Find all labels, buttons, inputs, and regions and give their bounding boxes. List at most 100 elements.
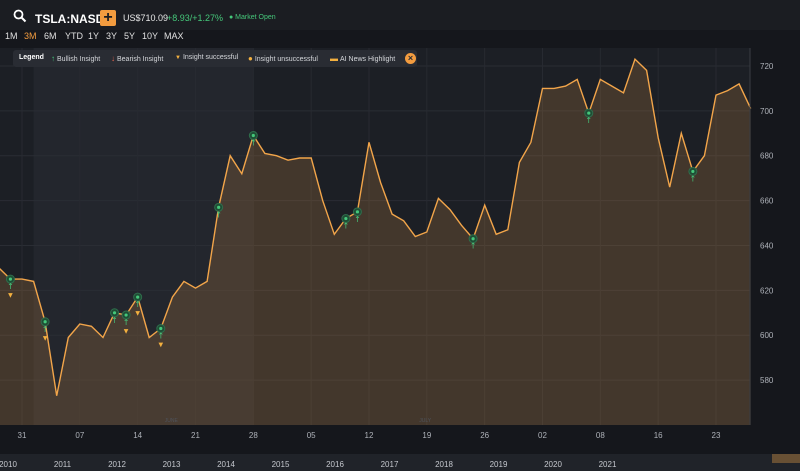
navigator-year-label: 2014: [217, 460, 235, 469]
up-arrow-icon: ↑: [343, 222, 350, 231]
insight-marker[interactable]: ↑: [248, 131, 258, 148]
insight-marker[interactable]: ↑: [341, 214, 351, 231]
insight-marker[interactable]: ↑▼: [133, 292, 143, 317]
trophy-icon: ▼: [124, 328, 129, 335]
range-3m[interactable]: 3M: [24, 31, 37, 41]
up-arrow-icon: ↑: [215, 210, 222, 219]
insight-marker[interactable]: ↑: [468, 234, 478, 251]
navigator-year-label: 2012: [108, 460, 126, 469]
insight-marker[interactable]: ↑▼: [121, 310, 131, 335]
legend-unsuccessful[interactable]: ● Insight unsuccessful: [248, 54, 318, 63]
y-tick-label: 640: [760, 241, 774, 250]
insight-dot-core: [344, 216, 348, 221]
legend-bar: Legend ↑ Bullish Insight ↓ Bearish Insight…: [13, 50, 417, 67]
range-1m[interactable]: 1M: [5, 31, 18, 41]
up-arrow-icon: ↑: [470, 242, 477, 251]
insight-marker[interactable]: ↑▼: [5, 274, 15, 299]
x-tick-label: 23: [712, 431, 721, 440]
up-arrow-icon: ↑: [7, 282, 14, 291]
legend-success[interactable]: ▼ Insight successful: [175, 54, 239, 61]
range-10y[interactable]: 10Y: [142, 31, 159, 41]
y-tick-label: 700: [760, 107, 774, 116]
range-1y[interactable]: 1Y: [88, 31, 100, 41]
range-ytd[interactable]: YTD: [65, 31, 83, 41]
price-value: US$710.09: [123, 13, 169, 23]
navigator-year-label: 2020: [544, 460, 562, 469]
insight-marker[interactable]: ↑▼: [156, 324, 166, 349]
insight-dot-core: [471, 237, 475, 241]
y-tick-label: 720: [760, 62, 774, 71]
close-icon[interactable]: ×: [405, 53, 416, 64]
navigator-year-label: 2017: [381, 460, 399, 469]
legend-bullish[interactable]: ↑ Bullish Insight: [51, 54, 101, 63]
legend-bearish[interactable]: ↓ Bearish Insight: [111, 54, 164, 63]
y-tick-label: 680: [760, 152, 774, 161]
month-label: JUNE: [165, 418, 179, 424]
up-arrow-icon: ↑: [134, 300, 141, 309]
navigator-year-label: 2011: [54, 460, 72, 469]
up-arrow-icon: ↑: [250, 139, 257, 148]
x-tick-label: 08: [596, 431, 605, 440]
insight-dot-core: [251, 133, 255, 138]
navigator-year-label: 2015: [272, 460, 290, 469]
x-tick-label: 19: [422, 431, 431, 440]
x-tick-label: 21: [191, 431, 200, 440]
x-tick-label: 28: [249, 431, 258, 440]
navigator-year-label: 2018: [435, 460, 453, 469]
trophy-icon: ▼: [8, 292, 13, 299]
insight-marker[interactable]: ↑: [352, 207, 362, 224]
market-status: ● Market Open: [229, 14, 276, 21]
insight-marker[interactable]: ↑: [110, 308, 120, 325]
x-tick-label: 31: [18, 431, 27, 440]
insight-dot-core: [112, 311, 117, 315]
navigator-window[interactable]: [772, 454, 800, 463]
navigator-year-label: 2013: [163, 460, 181, 469]
y-tick-label: 660: [760, 197, 774, 206]
insight-dot-core: [136, 295, 140, 299]
price-change: +8.93/+1.27%: [167, 13, 224, 23]
navigator-year-label: 2021: [599, 460, 617, 469]
up-arrow-icon: ↑: [111, 316, 118, 325]
trophy-icon: ▼: [158, 342, 163, 349]
navigator-year-label: 2019: [490, 460, 508, 469]
up-arrow-icon: ↑: [42, 325, 49, 334]
navigator-strip[interactable]: [0, 454, 800, 471]
insight-dot-core: [8, 277, 13, 281]
ticker-symbol[interactable]: TSLA:NASD: [35, 12, 105, 26]
legend-title: Legend: [19, 54, 44, 61]
range-6m[interactable]: 6M: [44, 31, 57, 41]
news-icon: ▬: [330, 54, 338, 63]
top-bar: TSLA:NASD + US$710.09 +8.93/+1.27% ● Mar…: [0, 0, 800, 30]
up-arrow-icon: ↑: [690, 174, 697, 183]
price-area: [0, 59, 751, 425]
x-tick-label: 12: [365, 431, 374, 440]
x-tick-label: 05: [307, 431, 316, 440]
x-tick-label: 16: [654, 431, 663, 440]
trophy-icon: ▼: [175, 55, 181, 61]
up-arrow-icon: ↑: [354, 215, 361, 224]
x-tick-label: 26: [480, 431, 489, 440]
month-label: JULY: [419, 418, 432, 424]
insight-dot-core: [587, 111, 591, 115]
insight-marker[interactable]: ↑: [584, 108, 594, 125]
navigator-year-label: 2016: [326, 460, 344, 469]
insight-marker[interactable]: ↑: [214, 202, 224, 219]
legend-news[interactable]: ▬ AI News Highlight: [330, 54, 396, 63]
range-max[interactable]: MAX: [164, 31, 184, 41]
unsuccessful-icon: ●: [248, 54, 253, 63]
search-icon[interactable]: [13, 9, 27, 23]
up-arrow-icon: ↑: [51, 54, 55, 63]
insight-dot-core: [43, 320, 47, 324]
x-tick-label: 02: [538, 431, 547, 440]
range-3y[interactable]: 3Y: [106, 31, 118, 41]
insight-dot-core: [691, 169, 695, 174]
insight-marker[interactable]: ↑: [688, 166, 698, 183]
add-button[interactable]: +: [100, 10, 116, 26]
range-5y[interactable]: 5Y: [124, 31, 136, 41]
insight-marker[interactable]: ↑▼: [40, 317, 50, 342]
y-tick-label: 620: [760, 286, 774, 295]
y-tick-label: 580: [760, 376, 774, 385]
trophy-icon: ▼: [43, 335, 48, 342]
up-arrow-icon: ↑: [157, 332, 164, 341]
